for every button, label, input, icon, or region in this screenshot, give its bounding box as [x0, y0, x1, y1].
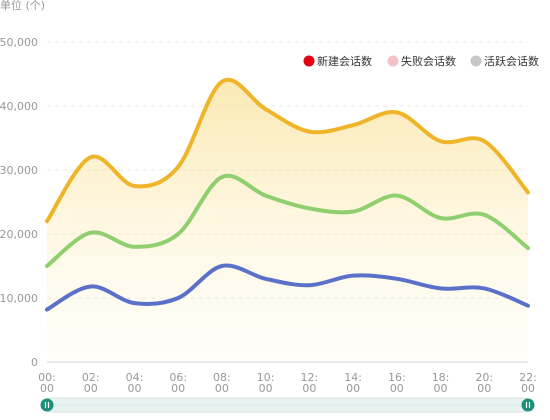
x-tick-label: 12:	[301, 371, 319, 384]
x-tick-label: 00	[171, 382, 185, 395]
y-tick-label: 10,000	[0, 292, 38, 305]
series-blue-line	[45, 263, 530, 312]
x-tick-label: 20:	[475, 371, 493, 384]
x-tick-label: 00	[259, 382, 273, 395]
x-tick-label: 04:	[126, 371, 144, 384]
y-tick-label: 20,000	[0, 228, 38, 241]
x-tick-label: 00	[346, 382, 360, 395]
x-tick-label: 22:	[519, 371, 537, 384]
zoom-end-handle[interactable]	[521, 398, 535, 412]
unit-label: 单位 (个)	[0, 0, 45, 12]
y-tick-label: 0	[31, 356, 38, 369]
zoom-start-handle[interactable]	[40, 398, 54, 412]
legend-label: 活跃会话数	[484, 54, 539, 68]
legend-label: 新建会话数	[317, 54, 372, 68]
zoom-start-handle-knob[interactable]	[40, 398, 54, 412]
x-tick-label: 16:	[388, 371, 406, 384]
x-tick-label: 00	[40, 382, 54, 395]
x-tick-label: 00	[521, 382, 535, 395]
series-gold-line	[45, 77, 530, 224]
x-tick-label: 00:	[38, 371, 56, 384]
x-tick-label: 00	[477, 382, 491, 395]
x-tick-label: 00	[390, 382, 404, 395]
x-tick-label: 08:	[213, 371, 231, 384]
x-tick-label: 10:	[257, 371, 275, 384]
x-tick-label: 00	[127, 382, 141, 395]
x-tick-label: 00	[215, 382, 229, 395]
y-tick-label: 40,000	[0, 100, 38, 113]
x-tick-label: 06:	[169, 371, 187, 384]
series-green-line	[45, 173, 530, 268]
x-tick-label: 00	[302, 382, 316, 395]
series-gold-area	[47, 79, 528, 362]
legend-marker	[470, 55, 482, 67]
x-tick-label: 02:	[82, 371, 100, 384]
zoom-end-handle-knob[interactable]	[521, 398, 535, 412]
y-tick-label: 50,000	[0, 36, 38, 49]
legend-label: 失败会话数	[401, 54, 456, 68]
x-tick-label: 00	[434, 382, 448, 395]
legend-marker	[303, 55, 315, 67]
x-tick-label: 00	[84, 382, 98, 395]
x-tick-label: 14:	[344, 371, 362, 384]
x-tick-label: 18:	[432, 371, 450, 384]
y-tick-label: 30,000	[0, 164, 38, 177]
legend-marker	[387, 55, 399, 67]
